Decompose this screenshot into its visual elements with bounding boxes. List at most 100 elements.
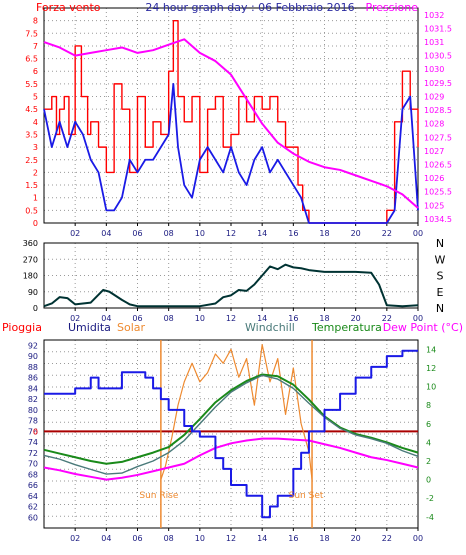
right-tick-label: 1029 (424, 92, 444, 101)
compass-label: N (436, 237, 444, 250)
x-tick-label: 12 (226, 229, 236, 238)
right-tick-label: 1031 (424, 38, 444, 47)
left-tick-label: 4.5 (25, 105, 38, 114)
x-tick-label: 00 (413, 229, 423, 238)
left-tick-label: 6 (33, 67, 38, 76)
compass-label: E (437, 286, 444, 299)
x-tick-label: 14 (257, 229, 267, 238)
right-tick-label: 1034.5 (424, 215, 452, 224)
compass-label: W (435, 253, 446, 266)
x-tick-label: 14 (257, 534, 267, 543)
humidity-tick-label: 82 (28, 395, 38, 404)
x-tick-label: 20 (351, 534, 361, 543)
right-tick-label: 1027.5 (424, 133, 452, 142)
x-tick-label: 12 (226, 314, 236, 323)
x-tick-label: 08 (164, 314, 174, 323)
direction-degree-label: 0 (33, 304, 38, 313)
humidity-line (44, 349, 418, 519)
x-tick-label: 20 (351, 229, 361, 238)
header-labels: Forza vento 24 hour graph day : 06 Febbra… (2, 1, 463, 501)
right-tick-label: 1028.5 (424, 106, 452, 115)
humidity-tick-label: 72 (28, 449, 38, 458)
right-tick-label: 1032 (424, 11, 444, 20)
x-tick-label: 04 (101, 534, 111, 543)
x-tick-label: 20 (351, 314, 361, 323)
left-tick-label: 6.5 (25, 55, 38, 64)
windchill-line (43, 374, 419, 475)
x-tick-label: 02 (70, 534, 80, 543)
direction-degree-label: 180 (23, 272, 38, 281)
temperature-tick-label: 2 (426, 457, 431, 466)
humidity-tick-label: 62 (28, 503, 38, 512)
wind-direction-line (43, 263, 419, 308)
right-tick-label: 1028 (424, 120, 444, 129)
right-tick-label: 1027 (424, 147, 444, 156)
compass-label: S (437, 270, 444, 283)
temperature-tick-label: -4 (426, 513, 434, 522)
series-lines (43, 19, 419, 528)
wind-axis-title: Forza vento (36, 1, 101, 14)
x-tick-label: 14 (257, 314, 267, 323)
sunset-label: Sun Set (289, 491, 324, 501)
left-tick-label: 1 (33, 194, 38, 203)
humidity-tick-label: 84 (28, 384, 38, 393)
x-tick-label: 00 (413, 314, 423, 323)
left-tick-label: 0 (33, 219, 38, 228)
right-tick-label: 1025.5 (424, 188, 452, 197)
humidity-tick-label: 78 (28, 417, 38, 426)
left-tick-label: 0.5 (25, 206, 38, 215)
solar-label: Solar (117, 321, 146, 334)
x-tick-label: 18 (319, 314, 329, 323)
left-tick-label: 5.5 (25, 80, 38, 89)
humidity-tick-label: 68 (28, 470, 38, 479)
right-tick-label: 1026 (424, 174, 444, 183)
x-tick-label: 16 (288, 229, 298, 238)
x-tick-label: 04 (101, 229, 111, 238)
x-tick-label: 06 (132, 534, 142, 543)
temperature-label: Temperatura (311, 321, 382, 334)
temperature-tick-label: 14 (426, 345, 436, 354)
x-tick-label: 22 (382, 229, 392, 238)
humidity-tick-label: 90 (28, 352, 38, 361)
x-tick-label: 22 (382, 534, 392, 543)
dew-point-label: Dew Point (°C) (383, 321, 463, 334)
x-tick-label: 00 (413, 534, 423, 543)
left-tick-label: 4 (33, 118, 38, 127)
temperature-line (43, 373, 419, 465)
humidity-tick-label: 70 (28, 460, 38, 469)
x-tick-label: 08 (164, 534, 174, 543)
temperature-tick-label: 6 (426, 420, 431, 429)
right-tick-label: 1030 (424, 65, 444, 74)
humidity-tick-label: 76 (28, 427, 38, 436)
x-tick-label: 04 (101, 314, 111, 323)
humidity-tick-label: 86 (28, 374, 38, 383)
x-tick-label: 16 (288, 534, 298, 543)
direction-degree-label: 90 (28, 288, 38, 297)
x-tick-label: 22 (382, 314, 392, 323)
x-tick-label: 06 (132, 314, 142, 323)
x-tick-label: 18 (319, 534, 329, 543)
x-tick-label: 02 (70, 314, 80, 323)
pressure-line (43, 38, 419, 209)
right-tick-label: 1026.5 (424, 160, 452, 169)
temperature-tick-label: 12 (426, 364, 436, 373)
left-tick-label: 7.5 (25, 29, 38, 38)
right-tick-label: 1031.5 (424, 24, 452, 33)
left-tick-label: 3 (33, 143, 38, 152)
temperature-tick-label: 0 (426, 476, 431, 485)
solar-line (160, 344, 313, 480)
temperature-tick-label: 10 (426, 383, 436, 392)
humidity-tick-label: 88 (28, 363, 38, 372)
temperature-tick-label: 8 (426, 401, 431, 410)
grid-lines (44, 7, 418, 529)
humidity-tick-label: 60 (28, 513, 38, 522)
left-tick-label: 5 (33, 93, 38, 102)
rain-tick-label: 0 (33, 427, 38, 436)
x-tick-label: 12 (226, 534, 236, 543)
direction-degree-label: 360 (23, 239, 38, 248)
humidity-label: Umidita (68, 321, 111, 334)
left-tick-label: 2.5 (25, 156, 38, 165)
humidity-tick-label: 80 (28, 406, 38, 415)
left-tick-label: 3.5 (25, 130, 38, 139)
